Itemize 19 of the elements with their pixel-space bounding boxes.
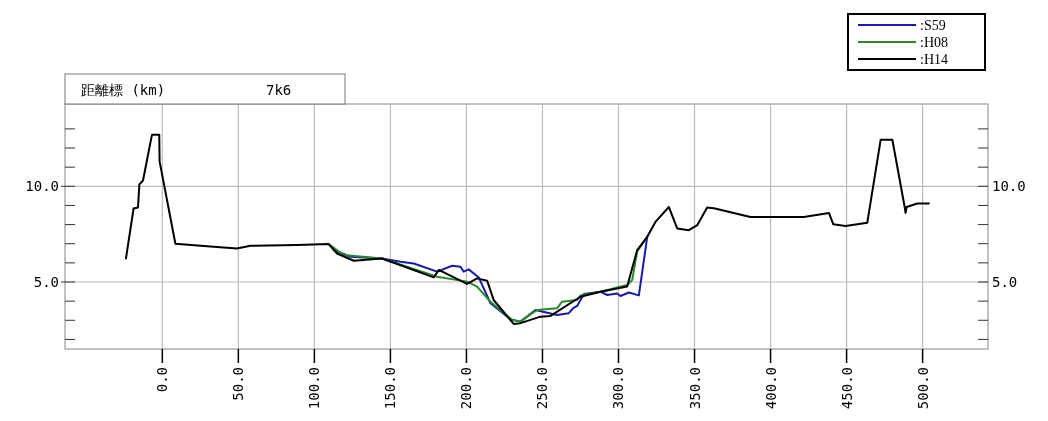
y2-tick-label: 5.0 <box>992 274 1018 291</box>
y2-tick-label: 10.0 <box>992 178 1026 195</box>
x-tick-label: 50.0 <box>230 367 247 401</box>
x-tick-label: 0.0 <box>154 367 171 393</box>
legend-label: :S59 <box>920 18 946 33</box>
line-series <box>124 133 930 325</box>
text: 距離標 (km) <box>81 82 166 98</box>
x-tick-label: 200.0 <box>458 367 475 410</box>
x-tick-label: 350.0 <box>686 367 703 410</box>
text: 7k6 <box>266 82 292 98</box>
x-tick-label: 150.0 <box>382 367 399 410</box>
x-tick-label: 100.0 <box>306 367 323 410</box>
legend-label: :H14 <box>920 52 948 67</box>
x-tick-label: 500.0 <box>914 367 931 410</box>
x-tick-label: 250.0 <box>534 367 551 410</box>
x-tick-label: 300.0 <box>610 367 627 410</box>
x-tick-label: 400.0 <box>762 367 779 410</box>
legend-label: :H08 <box>920 35 948 50</box>
x-tick-label: 450.0 <box>838 367 855 410</box>
